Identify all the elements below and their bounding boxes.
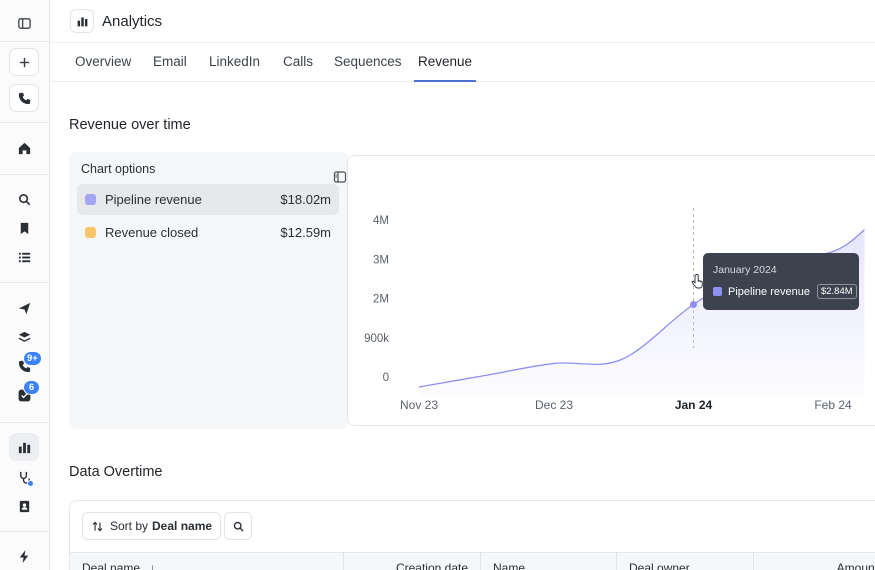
tab-overview[interactable]: Overview xyxy=(75,54,132,69)
tooltip-series: Pipeline revenue xyxy=(728,285,810,298)
calls-icon[interactable] xyxy=(9,352,39,380)
tab-revenue[interactable]: Revenue xyxy=(414,43,476,82)
tab-linkedin[interactable]: LinkedIn xyxy=(209,54,261,69)
x-tick-label: Dec 23 xyxy=(535,398,573,412)
hand-cursor-icon xyxy=(691,274,703,289)
sidebar-toggle-icon[interactable] xyxy=(9,9,39,37)
analytics-tabs: Overview Email LinkedIn Calls Sequences … xyxy=(50,43,875,82)
create-new-button[interactable] xyxy=(9,48,39,76)
option-label: Revenue closed xyxy=(105,225,199,240)
rail-divider xyxy=(0,531,49,532)
rail-divider xyxy=(0,122,49,123)
table-search-button[interactable] xyxy=(224,512,252,540)
layers-icon[interactable] xyxy=(9,323,39,351)
y-tick-label: 3M xyxy=(373,254,389,266)
table-header: Deal name ↓ Creation date Name Deal owne… xyxy=(70,552,875,570)
column-deal-owner[interactable]: Deal owner xyxy=(617,553,754,570)
tab-calls[interactable]: Calls xyxy=(283,54,314,69)
search-icon xyxy=(233,521,243,531)
sort-field: Deal name xyxy=(152,519,213,533)
pipeline-swatch xyxy=(85,194,96,205)
page-title: Analytics xyxy=(102,12,163,30)
bar-chart-icon xyxy=(70,9,94,33)
bookmark-icon[interactable] xyxy=(9,214,39,242)
option-value: $12.59m xyxy=(280,225,331,240)
revenue-chart: 0 900k 2M 3M 4M Nov 23 Dec 23 Jan 24 Feb 24 Jan… xyxy=(347,155,875,426)
rail-divider xyxy=(0,282,49,283)
data-overtime-title: Data Overtime xyxy=(69,464,163,480)
stethoscope-icon[interactable] xyxy=(9,463,39,491)
dialer-button[interactable] xyxy=(9,84,39,112)
sort-prefix: Sort by xyxy=(110,519,149,533)
tasks-count-badge: 6 xyxy=(23,380,40,395)
sort-arrows-icon xyxy=(92,521,103,531)
column-deal-name[interactable]: Deal name ↓ xyxy=(70,553,344,570)
column-amount[interactable]: Amount xyxy=(836,561,875,570)
tooltip-swatch xyxy=(713,287,722,296)
chart-options-panel: Chart options Pipeline revenue $18.02m R… xyxy=(69,152,349,429)
hover-data-point[interactable] xyxy=(690,300,697,308)
send-icon[interactable] xyxy=(9,294,39,322)
y-tick-label: 4M xyxy=(373,215,389,227)
column-label: Deal name xyxy=(82,561,141,570)
x-tick-label: Feb 24 xyxy=(814,398,852,412)
search-icon[interactable] xyxy=(9,185,39,213)
data-table-card: Sort by Deal name Deal name ↓ Creation d… xyxy=(69,500,875,570)
y-tick-label: 2M xyxy=(373,294,389,306)
tab-sequences[interactable]: Sequences xyxy=(334,54,402,69)
calls-count-badge: 9+ xyxy=(23,351,42,366)
tooltip-date: January 2024 xyxy=(713,264,777,276)
y-tick-label: 900k xyxy=(364,333,389,345)
bolt-icon[interactable] xyxy=(9,542,39,570)
tooltip-row: Pipeline revenue $2.84M xyxy=(713,284,857,299)
revenue-closed-swatch xyxy=(85,227,96,238)
rail-divider xyxy=(0,41,49,42)
tab-email[interactable]: Email xyxy=(153,54,187,69)
chart-options-title: Chart options xyxy=(81,162,156,176)
revenue-section-title: Revenue over time xyxy=(69,117,191,133)
y-tick-label: 0 xyxy=(383,372,389,384)
option-pipeline-revenue[interactable]: Pipeline revenue $18.02m xyxy=(77,184,339,215)
home-icon[interactable] xyxy=(9,134,39,162)
notification-dot xyxy=(27,480,34,487)
left-nav-rail: 9+ 6 xyxy=(0,0,50,570)
option-label: Pipeline revenue xyxy=(105,192,202,207)
contacts-icon[interactable] xyxy=(9,492,39,520)
column-name[interactable]: Name xyxy=(481,553,617,570)
option-value: $18.02m xyxy=(280,192,331,207)
sort-button[interactable]: Sort by Deal name xyxy=(82,512,222,540)
panel-collapse-icon[interactable] xyxy=(333,170,347,184)
analytics-icon[interactable] xyxy=(9,433,39,461)
column-creation-date[interactable]: Creation date xyxy=(344,553,481,570)
x-tick-label: Jan 24 xyxy=(675,398,713,412)
page-header: Analytics xyxy=(50,0,875,43)
rail-divider xyxy=(0,174,49,175)
tooltip-value: $2.84M xyxy=(816,284,857,299)
list-icon[interactable] xyxy=(9,243,39,271)
chart-tooltip: January 2024 Pipeline revenue $2.84M xyxy=(703,253,859,310)
option-revenue-closed[interactable]: Revenue closed $12.59m xyxy=(77,217,339,248)
rail-divider xyxy=(0,422,49,423)
x-tick-label: Nov 23 xyxy=(400,398,438,412)
sort-down-icon: ↓ xyxy=(149,561,156,570)
